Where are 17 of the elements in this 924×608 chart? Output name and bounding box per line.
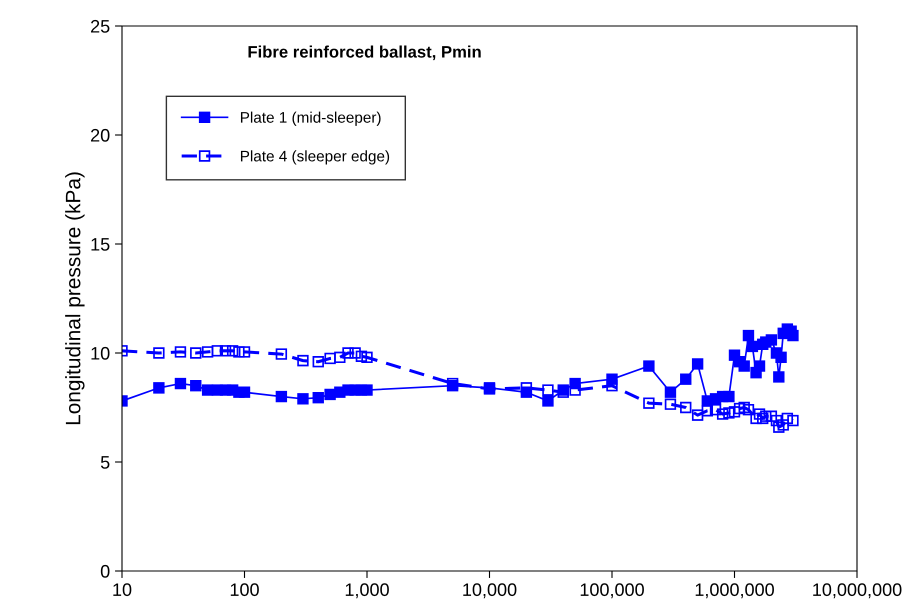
legend-label: Plate 4 (sleeper edge) — [240, 150, 390, 165]
x-tick-label: 100,000 — [580, 583, 644, 598]
y-tick-label: 20 — [91, 128, 110, 142]
text: Fibre reinforced ballast, Pmin — [248, 45, 481, 60]
x-tick-label: 10,000,000 — [813, 583, 902, 598]
x-tick-label: 100 — [230, 583, 259, 596]
legend-label: Plate 1 (mid-sleeper) — [240, 112, 381, 126]
y-tick-label: 10 — [91, 346, 110, 360]
y-tick-label: 15 — [91, 238, 110, 251]
y-tick-label: 25 — [91, 20, 110, 33]
y-tick-label: 0 — [100, 564, 110, 578]
y-tick-label: 5 — [100, 456, 110, 469]
y-axis-title: Longitudinal pressure (kPa) — [65, 172, 85, 424]
x-tick-label: 10,000 — [463, 583, 516, 598]
x-tick-label: 10 — [113, 583, 132, 596]
x-tick-label: 1,000,000 — [696, 583, 774, 598]
x-tick-label: 1,000 — [346, 583, 389, 598]
